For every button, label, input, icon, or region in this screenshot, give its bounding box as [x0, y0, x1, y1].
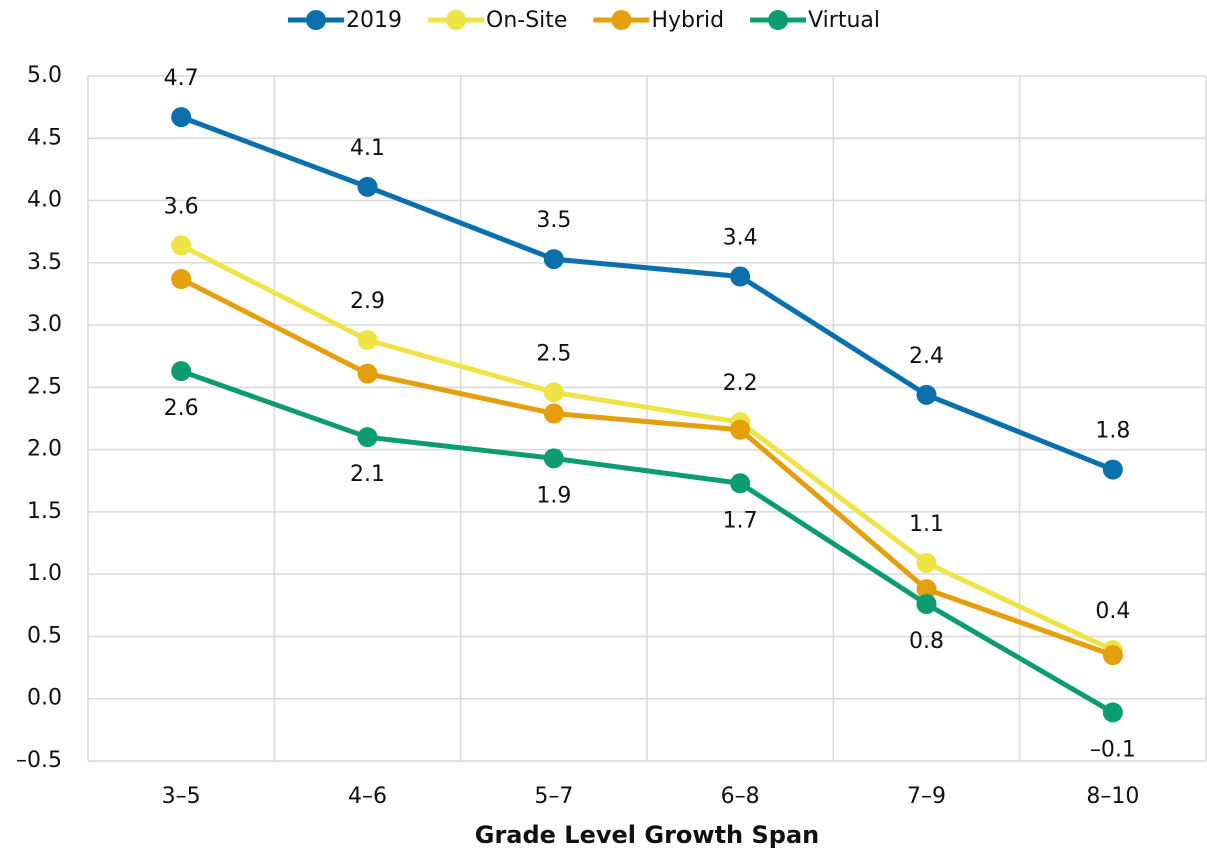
data-label: 2.5	[536, 341, 571, 366]
x-tick-label: 8–10	[1086, 784, 1139, 809]
point	[1102, 702, 1123, 723]
x-tick-label: 3–5	[162, 784, 201, 809]
data-label: 4.1	[350, 136, 385, 161]
data-label: 2.6	[164, 396, 199, 421]
data-label: 1.8	[1095, 419, 1130, 444]
y-tick-label: 4.0	[27, 188, 62, 213]
point	[543, 448, 564, 469]
data-label: 1.9	[536, 483, 571, 508]
legend-label: Hybrid	[651, 8, 724, 33]
x-axis-title: Grade Level Growth Span	[475, 821, 819, 849]
data-label: 0.4	[1095, 599, 1130, 624]
x-tick-label: 4–6	[348, 784, 387, 809]
x-tick-label: 5–7	[534, 784, 573, 809]
data-label: 2.1	[350, 462, 385, 487]
y-tick-label: 1.5	[27, 499, 62, 524]
point	[357, 330, 378, 351]
y-tick-label: 3.0	[27, 312, 62, 337]
point	[916, 384, 937, 405]
point	[171, 361, 192, 382]
point	[357, 176, 378, 197]
legend-marker	[446, 10, 466, 30]
data-label: 4.7	[164, 66, 199, 91]
y-tick-label: 2.0	[27, 437, 62, 462]
data-label: 3.5	[536, 208, 571, 233]
data-label: 2.9	[350, 289, 385, 314]
point	[357, 363, 378, 384]
legend-label: 2019	[346, 8, 402, 33]
legend-marker	[611, 10, 632, 30]
data-label: 1.1	[909, 512, 944, 537]
data-label: 0.8	[909, 629, 944, 654]
y-tick-label: 3.5	[27, 250, 62, 275]
point	[171, 235, 192, 256]
y-tick-label: 4.5	[27, 125, 62, 150]
point	[1102, 459, 1123, 480]
y-tick-label: 2.5	[27, 374, 62, 399]
data-label: 2.2	[723, 371, 758, 396]
point	[543, 249, 564, 270]
x-tick-label: 6–8	[721, 784, 760, 809]
series-line	[180, 243, 1114, 653]
point	[171, 269, 192, 290]
point	[543, 382, 564, 403]
point	[916, 594, 937, 615]
point	[543, 403, 564, 424]
y-tick-label: –0.5	[16, 748, 62, 773]
legend-marker	[768, 10, 789, 30]
point	[730, 473, 751, 494]
x-tick-label: 7–9	[907, 784, 946, 809]
point	[357, 427, 378, 448]
data-label: –0.1	[1090, 737, 1136, 762]
data-label: 3.4	[723, 226, 758, 251]
data-label: 1.7	[723, 508, 758, 533]
data-label: 2.4	[909, 344, 944, 369]
series-line	[180, 276, 1114, 658]
legend-label: On-Site	[486, 8, 567, 33]
legend-marker	[306, 10, 326, 30]
y-tick-label: 0.5	[27, 623, 62, 648]
series-line	[180, 114, 1114, 472]
series-line	[180, 368, 1115, 715]
y-tick-label: 0.0	[27, 686, 62, 711]
y-tick-label: 1.0	[27, 561, 62, 586]
y-tick-label: 5.0	[27, 63, 62, 88]
point	[171, 107, 192, 128]
point	[730, 266, 751, 287]
point	[1102, 645, 1123, 666]
point	[916, 552, 937, 573]
data-label: 3.6	[164, 194, 199, 219]
point	[916, 579, 937, 600]
legend-label: Virtual	[808, 8, 880, 33]
point	[730, 419, 751, 440]
